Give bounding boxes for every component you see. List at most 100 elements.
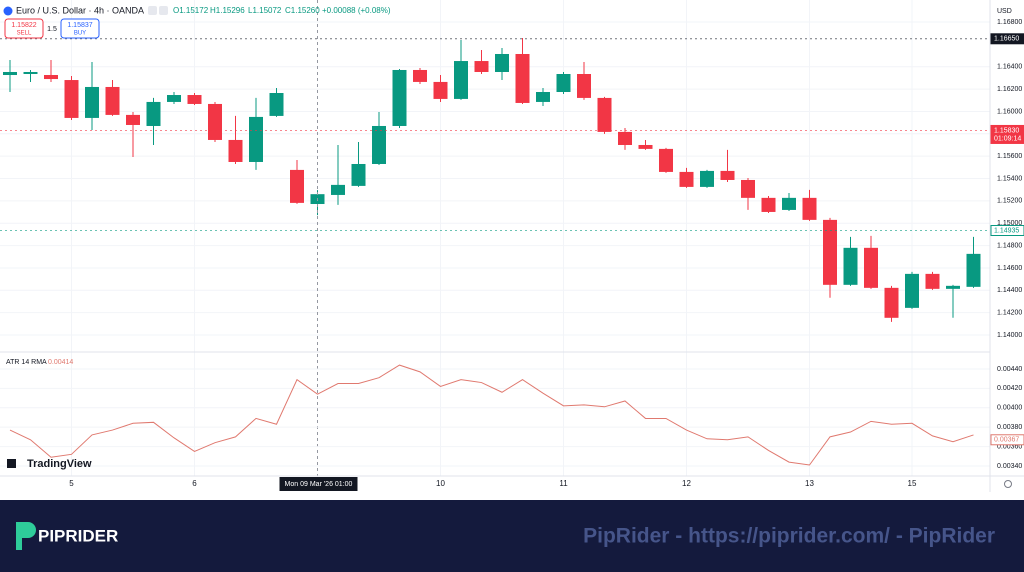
y-tick-label: 0.00340 [997,463,1022,470]
candle-body [392,69,407,126]
buy-price: 1.15837 [67,22,92,29]
y-tick-label: 1.15000 [997,220,1022,227]
y-tick-label: 1.14800 [997,242,1022,249]
candle-body [802,197,817,220]
y-tick-label: 0.00380 [997,424,1022,431]
y-tick-label: 1.16000 [997,108,1022,115]
price-label-box [990,225,1024,237]
y-tick-label: 1.14400 [997,287,1022,294]
tradingview-logo: TradingView [7,458,92,470]
candle-body [433,81,448,99]
candle-body [556,74,571,92]
y-tick-label: 1.14200 [997,310,1022,317]
x-tick-label: 11 [559,479,568,488]
candle-body [105,86,120,115]
indicator-value: 0.00414 [48,359,73,366]
candle-body [679,171,694,187]
candle-body [44,75,58,80]
crosshair-label: Mon 09 Mar '26 01:00 [285,481,353,488]
candle-body [946,285,960,289]
watermark-url: PipRider - https://piprider.com/ - PipRi… [583,525,995,548]
candle-body [597,97,612,132]
brand-icon [16,522,36,550]
candle-body [167,95,181,102]
atr-line [9,364,974,466]
y-tick-label: 0.00400 [997,405,1022,412]
brand-name: PIPRIDER [38,526,118,545]
y-tick-label: 1.15400 [997,175,1022,182]
candle-body [413,69,427,82]
crosshair-box [279,477,358,491]
candle-body [823,219,837,285]
candle-body [700,170,714,187]
price-label: 1.15830 [994,127,1019,134]
eye-icon[interactable] [148,6,157,15]
candle-body [126,114,140,125]
price-label-box [990,33,1024,45]
sell-button[interactable] [4,18,44,39]
ohlc-low: L1.15072 [248,6,282,15]
candle-body [23,71,38,75]
y-tick-label: 1.15200 [997,198,1022,205]
y-tick-label: 0.00440 [997,366,1022,373]
y-tick-label: 0.00420 [997,385,1022,392]
ohlc-close: C1.15260 [285,6,320,15]
x-tick-label: 6 [192,479,197,488]
candle-body [146,101,161,126]
symbol-icon [3,6,13,16]
candle-body [269,93,284,116]
currency: USD [997,8,1012,15]
ohlc-high: H1.15296 [210,6,245,15]
candle-body [351,163,366,186]
candle-body [64,80,79,118]
candle-body [290,169,304,203]
candle-body [454,61,468,99]
candle-body [966,253,981,287]
price-label: 1.14935 [994,227,1019,234]
ohlc-open: O1.15172 [173,6,209,15]
candle-body [85,86,99,118]
x-tick-label: 10 [436,479,445,488]
x-tick-label: 12 [682,479,691,488]
candle-body [515,53,530,103]
candle-body [187,95,202,104]
indicator-last-box [990,434,1024,446]
candle-body [884,287,899,318]
y-tick-label: 1.14600 [997,265,1022,272]
axes: 5 6 10 11 12 13 15 1.16800 1.16400 1.16200 1.16000… [6,19,1024,491]
y-tick-label: 1.16800 [997,19,1022,26]
settings-gear[interactable] [1004,480,1012,488]
candle-body [3,71,17,76]
banner [0,500,1024,572]
y-tick-label: 0.00360 [997,443,1022,450]
buy-button[interactable] [60,18,100,39]
candle-body [659,148,673,172]
x-tick-label: 15 [908,479,917,488]
plot [0,0,990,476]
candle-body [208,103,222,140]
x-tick-label: 5 [69,479,74,488]
y-tick-label: 1.14000 [997,332,1022,339]
sell-label: SELL [17,31,32,37]
settings-icon[interactable] [159,6,168,15]
candle-body [577,74,591,98]
candle-body [843,247,858,285]
price-countdown: 01:09:14 [994,135,1021,142]
y-tick-label: 1.16200 [997,86,1022,93]
price-label: 1.16650 [994,36,1019,43]
candle-body [536,91,550,102]
y-tick-label: 1.16400 [997,64,1022,71]
candle-body [720,170,735,180]
price-label-box [990,124,1024,144]
candle-body [925,273,940,289]
buy-label: BUY [74,31,86,37]
symbol-title: Euro / U.S. Dollar · 4h · OANDA [16,5,144,15]
candle-body [905,273,919,308]
candle-body [761,197,776,212]
candle-body [638,144,653,149]
candle-body [331,184,345,195]
candle-body [618,131,632,145]
candle-body [782,197,796,210]
logo-mark [7,459,16,468]
y-tick-label: 1.15600 [997,153,1022,160]
